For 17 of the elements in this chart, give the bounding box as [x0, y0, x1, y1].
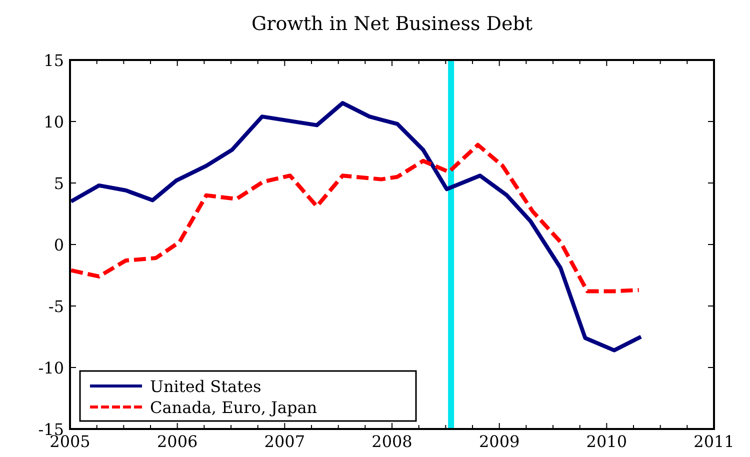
y-tick-label: -10	[38, 358, 64, 378]
y-tick-label: 5	[54, 174, 64, 193]
y-tick-label: 10	[44, 112, 64, 132]
y-tick-label: -5	[48, 297, 64, 316]
line-series	[69, 142, 641, 294]
chart-title: Growth in Net Business Debt	[251, 13, 533, 35]
x-tick-label: 2007	[264, 432, 306, 451]
x-tick-label: 2009	[478, 432, 520, 451]
x-tick-label: 2008	[372, 432, 412, 451]
x-tick-label: 2006	[156, 432, 198, 451]
legend-label: Canada, Euro, Japan	[150, 398, 318, 417]
x-tick-label: 2011	[694, 432, 734, 451]
y-tick-label: 15	[44, 51, 64, 70]
y-tick-label: 0	[54, 236, 64, 254]
x-tick-label: 2010	[586, 432, 628, 451]
line-series	[69, 101, 644, 352]
legend-label: United States	[150, 377, 262, 396]
